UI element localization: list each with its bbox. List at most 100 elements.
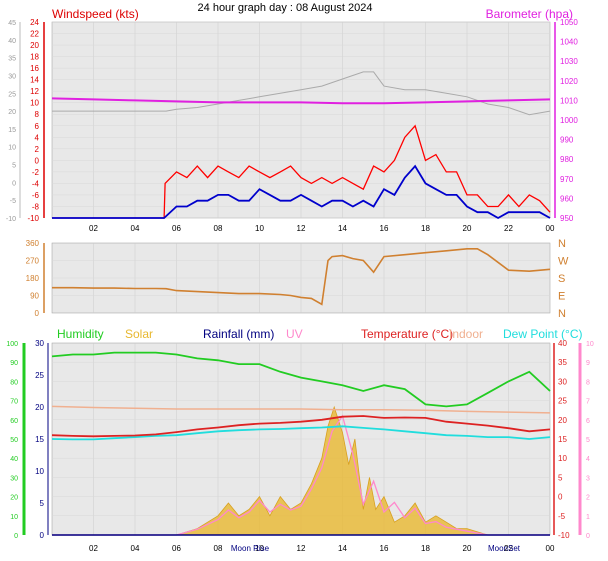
- barometer-tick-label: 1000: [560, 116, 578, 125]
- barometer-tick-label: 1020: [560, 77, 578, 86]
- temp-tick-label: 30: [558, 377, 567, 386]
- x-tick-label: 18: [421, 224, 430, 233]
- humidity-temp-series: [51, 351, 551, 536]
- secondary-tick-label: -5: [10, 198, 16, 205]
- uv-tick-label: 2: [586, 495, 590, 502]
- wind-baro-series: [51, 71, 551, 220]
- barometer-tick-label: 1030: [560, 57, 578, 66]
- humidity-tick-label: 60: [10, 418, 18, 425]
- temp-tick-label: -5: [558, 512, 566, 521]
- solar-tick-label: 25: [35, 371, 44, 380]
- x-tick-label: 02: [89, 224, 98, 233]
- solar-tick-label: 0: [40, 531, 45, 540]
- wind-baro-grid: [52, 21, 551, 219]
- solar-tick-label: 5: [40, 499, 45, 508]
- temp-tick-label: 5: [558, 473, 563, 482]
- wind-direction-line: [52, 248, 551, 306]
- humidity-tick-label: 40: [10, 456, 18, 463]
- legend-uv: UV: [286, 327, 303, 341]
- humidity-tick-label: 70: [10, 399, 18, 406]
- secondary-tick-label: 40: [8, 38, 16, 45]
- humidity-temp-x-ticks: 02 04 06 08 10 12 14 16 18 20 22 00: [89, 544, 555, 553]
- barometer-tick-label: 990: [560, 136, 574, 145]
- humidity-tick-label: 0: [14, 533, 18, 540]
- secondary-tick-label: 20: [8, 109, 16, 116]
- temp-tick-label: 0: [558, 493, 563, 502]
- secondary-tick-label: 45: [8, 20, 16, 27]
- barometer-tick-label: 980: [560, 155, 574, 164]
- secondary-tick-label: 10: [8, 145, 16, 152]
- barometer-tick-label: 1010: [560, 96, 578, 105]
- windspeed-tick-label: -10: [27, 214, 39, 223]
- direction-tick-label: 90: [30, 292, 39, 301]
- windspeed-tick-label: -6: [32, 191, 40, 200]
- uv-tick-label: 1: [586, 514, 590, 521]
- x-tick-label: 16: [380, 224, 389, 233]
- x-tick-label: 16: [380, 544, 389, 553]
- windspeed-tick-label: -2: [32, 168, 40, 177]
- humidity-tick-label: 90: [10, 360, 18, 367]
- compass-label: E: [558, 291, 565, 303]
- uv-tick-label: 4: [586, 456, 590, 463]
- temperature-line: [51, 415, 551, 438]
- humidity-tick-label: 10: [10, 514, 18, 521]
- legend-rainfall: Rainfall (mm): [203, 327, 274, 341]
- secondary-tick-label: 0: [12, 180, 16, 187]
- x-tick-label: 12: [297, 224, 306, 233]
- legend-indoor: Indoor: [449, 327, 483, 341]
- uv-tick-label: 0: [586, 533, 590, 540]
- solar-tick-label: 15: [35, 435, 44, 444]
- wind-gust-line: [52, 124, 551, 219]
- barometer-tick-label: 950: [560, 214, 574, 223]
- dewpoint-line: [51, 425, 551, 441]
- uv-tick-label: 5: [586, 437, 590, 444]
- x-tick-label: 10: [255, 544, 264, 553]
- x-tick-label: 02: [89, 544, 98, 553]
- legend-solar: Solar: [125, 327, 153, 341]
- windspeed-tick-label: 2: [35, 145, 40, 154]
- windspeed-title: Windspeed (kts): [52, 7, 139, 21]
- windspeed-tick-label: 14: [30, 76, 39, 85]
- humidity-temp-panel: Humidity Solar Rainfall (mm) UV Temperat…: [6, 327, 594, 553]
- humidity-temp-axes: 0102030405060708090100051015202530-10-50…: [6, 339, 594, 540]
- humidity-tick-label: 80: [10, 379, 18, 386]
- secondary-tick-label: 35: [8, 56, 16, 63]
- secondary-grey-line: [52, 71, 551, 116]
- windspeed-tick-label: 18: [30, 53, 39, 62]
- secondary-tick-label: 25: [8, 91, 16, 98]
- legend-humidity: Humidity: [57, 327, 104, 341]
- temp-tick-label: 35: [558, 358, 567, 367]
- barometer-axis-ticks: 950 960 970 980 990 1000 1010 1020 1030 1040 1050: [554, 18, 578, 223]
- secondary-tick-label: 15: [8, 127, 16, 134]
- x-tick-label: 00: [546, 224, 555, 233]
- solar-area: [52, 405, 550, 536]
- barometer-tick-label: 960: [560, 194, 574, 203]
- humidity-tick-label: 30: [10, 475, 18, 482]
- secondary-axis-ticks: -10 -5 0 5 10 15 20 25 30 35 40 45: [6, 20, 21, 223]
- moonrise-label: Moon Rise: [231, 544, 270, 553]
- wind-baro-x-ticks: 02 04 06 08 10 12 14 16 18 20 22 00: [89, 224, 555, 233]
- uv-tick-label: 9: [586, 360, 590, 367]
- temp-tick-label: 15: [558, 435, 567, 444]
- x-tick-label: 00: [546, 544, 555, 553]
- windspeed-tick-label: -8: [32, 202, 40, 211]
- wind-direction-grid: [52, 243, 551, 313]
- temp-tick-label: 25: [558, 397, 567, 406]
- windspeed-tick-label: 10: [30, 99, 39, 108]
- uv-tick-label: 7: [586, 399, 590, 406]
- legend-temperature: Temperature (°C): [361, 327, 453, 341]
- secondary-tick-label: -10: [6, 216, 16, 223]
- uv-tick-label: 8: [586, 379, 590, 386]
- windspeed-tick-label: 6: [35, 122, 40, 131]
- x-tick-label: 06: [172, 544, 181, 553]
- windspeed-tick-label: 0: [35, 156, 40, 165]
- direction-tick-label: 0: [35, 309, 40, 318]
- windspeed-tick-label: 12: [30, 87, 39, 96]
- x-tick-label: 04: [131, 544, 140, 553]
- uv-tick-label: 3: [586, 475, 590, 482]
- solar-tick-label: 20: [35, 403, 44, 412]
